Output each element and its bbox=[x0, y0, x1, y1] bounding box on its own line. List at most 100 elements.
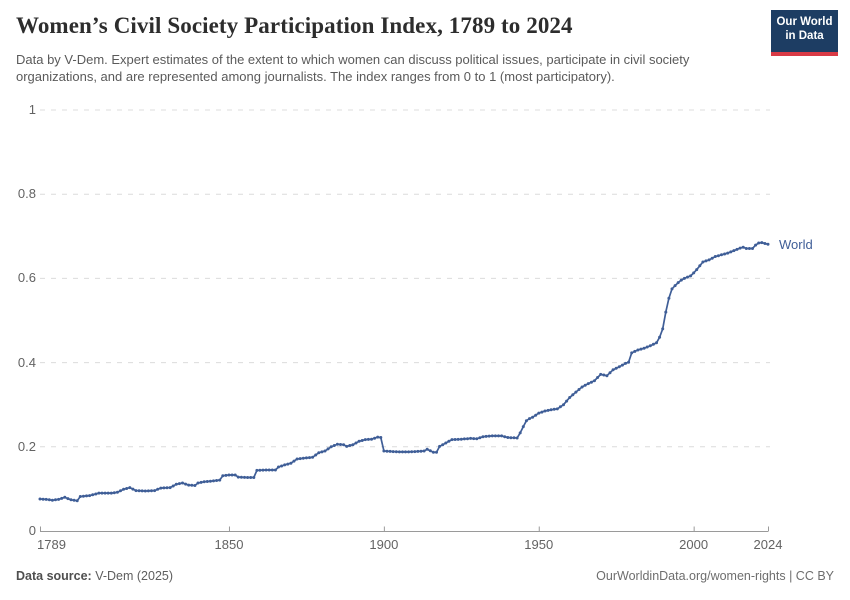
data-point[interactable] bbox=[639, 347, 643, 351]
data-point[interactable] bbox=[716, 254, 720, 258]
data-point[interactable] bbox=[534, 413, 538, 417]
data-point[interactable] bbox=[658, 335, 662, 339]
data-point[interactable] bbox=[91, 493, 95, 497]
data-point[interactable] bbox=[205, 480, 209, 483]
data-point[interactable] bbox=[317, 451, 321, 455]
data-point[interactable] bbox=[577, 388, 581, 391]
data-point[interactable] bbox=[286, 462, 290, 466]
data-point[interactable] bbox=[208, 479, 212, 483]
data-point[interactable] bbox=[335, 442, 339, 446]
world-line-path[interactable] bbox=[39, 241, 769, 502]
data-point[interactable] bbox=[546, 408, 550, 412]
data-point[interactable] bbox=[373, 436, 377, 440]
data-point[interactable] bbox=[397, 450, 401, 454]
data-point[interactable] bbox=[66, 497, 70, 501]
data-point[interactable] bbox=[239, 475, 243, 479]
data-point[interactable] bbox=[732, 249, 736, 253]
data-point[interactable] bbox=[72, 498, 76, 502]
data-point[interactable] bbox=[88, 494, 92, 498]
data-point[interactable] bbox=[568, 396, 572, 399]
data-point[interactable] bbox=[726, 251, 730, 255]
data-point[interactable] bbox=[472, 437, 476, 441]
data-point[interactable] bbox=[692, 271, 696, 275]
data-point[interactable] bbox=[565, 399, 569, 403]
data-point[interactable] bbox=[766, 242, 770, 246]
data-point[interactable] bbox=[760, 241, 764, 245]
data-point[interactable] bbox=[112, 491, 116, 495]
data-point[interactable] bbox=[751, 247, 754, 250]
data-point[interactable] bbox=[233, 473, 237, 477]
data-point[interactable] bbox=[218, 478, 222, 482]
data-point[interactable] bbox=[462, 437, 466, 441]
data-point[interactable] bbox=[670, 287, 674, 291]
data-point[interactable] bbox=[351, 443, 355, 447]
data-point[interactable] bbox=[379, 436, 383, 439]
data-point[interactable] bbox=[190, 483, 194, 487]
data-point[interactable] bbox=[85, 494, 88, 498]
data-point[interactable] bbox=[181, 481, 184, 485]
data-point[interactable] bbox=[366, 437, 370, 441]
data-point[interactable] bbox=[50, 498, 54, 502]
data-point[interactable] bbox=[363, 438, 367, 442]
data-point[interactable] bbox=[60, 496, 64, 500]
data-point[interactable] bbox=[224, 473, 228, 477]
owid-logo[interactable]: Our World in Data bbox=[771, 10, 838, 56]
data-point[interactable] bbox=[741, 245, 745, 249]
data-point[interactable] bbox=[292, 459, 296, 463]
data-point[interactable] bbox=[605, 374, 609, 378]
data-point[interactable] bbox=[376, 435, 380, 439]
data-point[interactable] bbox=[385, 449, 389, 453]
data-point[interactable] bbox=[54, 498, 57, 502]
data-point[interactable] bbox=[168, 486, 172, 490]
data-point[interactable] bbox=[710, 256, 714, 260]
data-point[interactable] bbox=[57, 497, 61, 501]
data-point[interactable] bbox=[512, 436, 516, 440]
data-point[interactable] bbox=[441, 443, 445, 447]
data-point[interactable] bbox=[404, 450, 407, 454]
data-point[interactable] bbox=[524, 419, 528, 423]
data-point[interactable] bbox=[100, 491, 104, 495]
data-point[interactable] bbox=[633, 349, 637, 353]
data-point[interactable] bbox=[159, 486, 163, 490]
data-point[interactable] bbox=[466, 437, 469, 441]
data-point[interactable] bbox=[360, 439, 364, 442]
series-label-world[interactable]: World bbox=[779, 237, 813, 253]
data-point[interactable] bbox=[599, 372, 603, 376]
data-point[interactable] bbox=[735, 247, 739, 251]
data-point[interactable] bbox=[450, 438, 454, 442]
data-point[interactable] bbox=[580, 385, 584, 389]
data-point[interactable] bbox=[342, 443, 346, 447]
data-point[interactable] bbox=[156, 487, 160, 491]
data-point[interactable] bbox=[679, 278, 683, 282]
data-point[interactable] bbox=[422, 449, 426, 453]
data-point[interactable] bbox=[456, 437, 460, 441]
data-point[interactable] bbox=[624, 361, 627, 365]
data-point[interactable] bbox=[193, 484, 197, 487]
data-point[interactable] bbox=[419, 449, 423, 453]
data-point[interactable] bbox=[81, 494, 85, 498]
data-point[interactable] bbox=[215, 479, 219, 482]
data-point[interactable] bbox=[357, 439, 361, 443]
data-point[interactable] bbox=[270, 468, 274, 472]
data-point[interactable] bbox=[301, 456, 305, 460]
data-point[interactable] bbox=[531, 415, 535, 419]
data-point[interactable] bbox=[78, 495, 82, 498]
data-point[interactable] bbox=[571, 393, 575, 397]
data-point[interactable] bbox=[651, 342, 655, 346]
data-point[interactable] bbox=[627, 360, 631, 364]
data-point[interactable] bbox=[261, 468, 265, 472]
data-point[interactable] bbox=[602, 373, 606, 377]
data-point[interactable] bbox=[689, 274, 693, 278]
data-point[interactable] bbox=[236, 475, 240, 479]
data-point[interactable] bbox=[562, 403, 565, 407]
data-point[interactable] bbox=[394, 450, 398, 454]
data-point[interactable] bbox=[38, 497, 42, 501]
data-point[interactable] bbox=[410, 450, 414, 454]
data-point[interactable] bbox=[255, 468, 259, 472]
data-point[interactable] bbox=[673, 284, 677, 288]
data-point[interactable] bbox=[391, 450, 395, 454]
data-point[interactable] bbox=[738, 246, 742, 250]
data-point[interactable] bbox=[298, 457, 302, 461]
data-point[interactable] bbox=[620, 363, 624, 367]
data-point[interactable] bbox=[249, 476, 253, 479]
